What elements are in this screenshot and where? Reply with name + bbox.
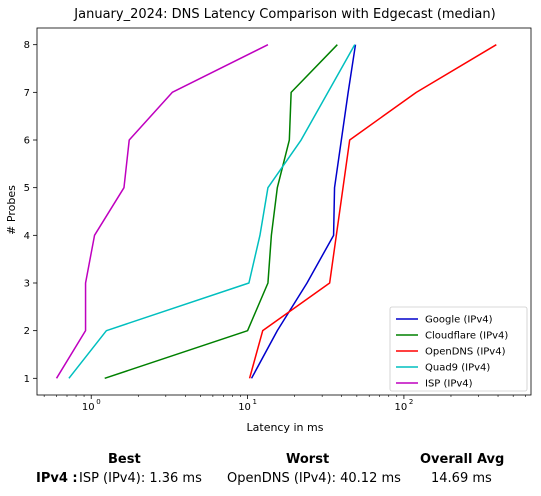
y-tick-label: 1 [24,374,30,385]
series-line-4 [55,44,269,379]
y-tick-label: 4 [24,231,30,242]
y-tick-label: 2 [24,326,30,337]
x-tick-label: 10 [238,402,251,413]
y-tick-label: 8 [24,40,30,51]
ipv4-row-label: IPv4 : [36,471,78,486]
series-line-1 [104,44,338,380]
legend-label-0: Google (IPv4) [425,315,493,326]
overall-avg-header: Overall Avg [420,452,505,467]
y-tick-label: 3 [24,278,30,289]
best-value: ISP (IPv4): 1.36 ms [79,471,202,486]
series-line-0 [250,44,357,379]
series-line-3 [68,44,356,379]
x-tick-exponent: 2 [409,398,413,406]
legend-label-3: Quad9 (IPv4) [425,363,490,374]
chart-title: January_2024: DNS Latency Comparison wit… [73,7,495,22]
y-tick-label: 7 [24,88,30,99]
x-axis-label: Latency in ms [247,421,324,434]
series-line-2 [248,44,497,379]
legend-box [389,306,528,392]
x-tick-exponent: 1 [253,398,257,406]
worst-value: OpenDNS (IPv4): 40.12 ms [227,471,401,486]
overall-avg-value: 14.69 ms [431,471,492,486]
y-axis-label: # Probes [5,185,18,235]
x-tick-label: 10 [82,402,95,413]
plot-frame [36,27,532,396]
x-tick-label: 10 [395,402,408,413]
best-header: Best [108,452,141,467]
latency-chart: January_2024: DNS Latency Comparison wit… [5,7,532,434]
x-tick-exponent: 0 [96,398,100,406]
y-tick-label: 6 [24,136,30,147]
legend-label-1: Cloudflare (IPv4) [425,331,508,342]
y-tick-label: 5 [24,183,30,194]
legend-label-4: ISP (IPv4) [425,379,473,390]
legend-label-2: OpenDNS (IPv4) [425,347,506,358]
worst-header: Worst [286,452,330,467]
